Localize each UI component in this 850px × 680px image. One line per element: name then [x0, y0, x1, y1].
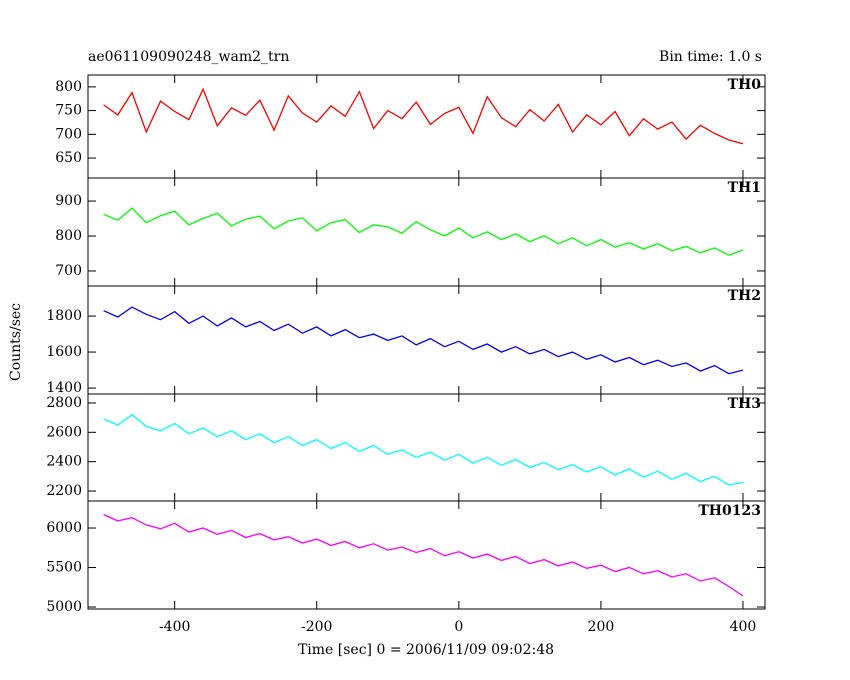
y-tick-label: 1400 [46, 380, 82, 396]
series-line [103, 87, 744, 145]
series-line [103, 413, 744, 486]
panel-frame [87, 177, 766, 287]
panel-label: TH0 [728, 77, 762, 93]
y-tick-label: 1600 [46, 344, 82, 360]
y-tick-label: 5000 [46, 599, 82, 615]
y-tick-label: 2400 [46, 454, 82, 470]
y-tick-label: 750 [55, 103, 82, 119]
panel-label: TH2 [728, 288, 761, 304]
y-tick-label: 5500 [46, 560, 82, 576]
y-tick-label: 6000 [46, 520, 82, 536]
y-tick-label: 2800 [46, 395, 82, 411]
y-tick-label: 800 [55, 79, 82, 95]
panel-frame [87, 500, 766, 610]
y-tick-label: 700 [55, 263, 82, 279]
x-tick-label: 0 [454, 619, 463, 635]
series-line [103, 306, 744, 375]
y-tick-label: 2600 [46, 424, 82, 440]
y-tick-label: 2200 [46, 483, 82, 499]
panel-frame [87, 393, 766, 502]
series-line [103, 207, 744, 256]
x-tick-label: 400 [730, 619, 757, 635]
y-tick-label: 650 [55, 150, 82, 166]
y-tick-label: 800 [55, 228, 82, 244]
y-tick-label: 700 [55, 126, 82, 142]
x-tick-label: -200 [301, 619, 332, 635]
series-line [103, 514, 744, 597]
panel-label: TH3 [728, 396, 761, 412]
bin-time: Bin time: 1.0 s [659, 49, 762, 65]
x-tick-label: 200 [588, 619, 615, 635]
x-axis-label: Time [sec] 0 = 2006/11/09 09:02:48 [298, 642, 554, 658]
x-tick-label: -400 [159, 619, 190, 635]
y-tick-label: 1800 [46, 308, 82, 324]
panel-label: TH0123 [698, 503, 761, 519]
panel-label: TH1 [728, 180, 761, 196]
y-axis-label: Counts/sec [8, 303, 24, 381]
y-tick-label: 900 [55, 193, 82, 209]
chart-title: ae061109090248_wam2_trn [88, 49, 289, 65]
